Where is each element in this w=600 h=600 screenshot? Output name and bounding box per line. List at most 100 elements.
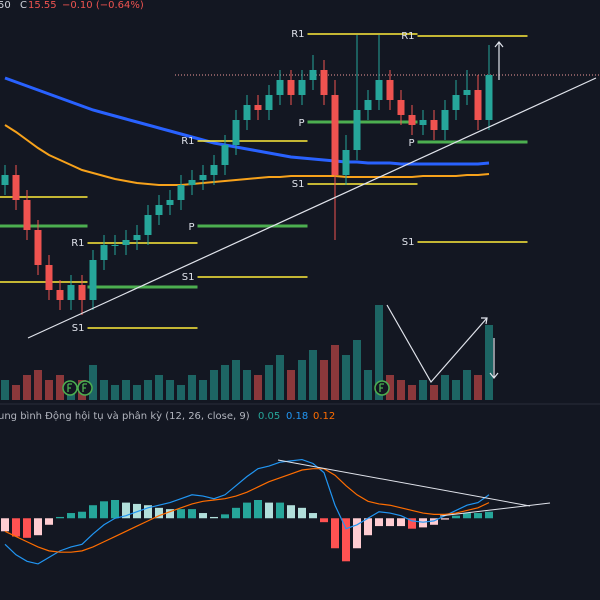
macd-histogram-bar [100,501,108,519]
candle-body [430,120,438,130]
volume-bar [34,370,42,400]
arrow-head [481,317,488,325]
volume-bar [353,340,361,400]
macd-trendline [277,459,531,507]
macd-histogram-bar [89,505,97,519]
candle-body [166,200,174,205]
macd-histogram-bar [1,518,9,532]
macd-histogram-bar [111,500,119,519]
macd-histogram-bar [419,518,427,528]
candle-body [386,80,394,100]
macd-histogram-bar [67,513,75,519]
candle-body [331,95,339,175]
macd-histogram-bar [375,518,383,527]
pivot-label: R1 [401,31,414,42]
volume-bar [375,305,383,400]
candle-body [89,260,97,300]
macd-trendline [439,502,551,517]
candle-body [78,285,86,300]
macd-histogram-bar [23,518,31,538]
candle-body [188,180,196,185]
candle-body [254,105,262,110]
macd-histogram-bar [199,513,207,519]
macd-signal-line [4,468,490,553]
volume-bar [221,365,229,400]
candle-body [210,165,218,175]
candle-body [155,205,163,215]
pivot-label: P [408,138,414,149]
candle-body [452,95,460,110]
macd-histogram-bar [430,518,438,525]
volume-bar [298,360,306,400]
moving-average [4,124,490,186]
candle-body [111,245,119,246]
candle-body [298,80,306,95]
candle-body [243,105,251,120]
macd-title: ung bình Động hội tụ và phân kỳ (12, 26,… [0,410,250,422]
volume-bar [122,380,130,400]
pivot-label: P [188,222,194,233]
arrow-down [489,338,499,379]
candle-body [265,95,273,110]
macd-histogram-bar [166,509,174,519]
volume-bar [210,370,218,400]
volume-bar [441,375,449,400]
macd-histogram-bar [353,518,361,549]
macd-histogram-bar [331,518,339,549]
volume-bar [45,380,53,400]
trendline [27,77,597,339]
macd-histogram-bar [210,516,218,519]
candle-body [1,175,9,185]
macd-histogram-bar [232,507,240,519]
volume-bar [243,370,251,400]
candle-body [397,100,405,115]
candle-body [177,185,185,200]
macd-histogram-bar [397,518,405,527]
volume-bar [265,365,273,400]
candle-body [144,215,152,235]
volume-bar [12,385,20,400]
candle-body [221,145,229,165]
macd-pane [1,458,493,565]
macd-histogram-bar [188,509,196,519]
volume-bar [342,355,350,400]
volume-bar [23,375,31,400]
candle-body [122,240,130,245]
macd-macd-line [4,458,490,565]
header-fragment: 50 [0,0,11,11]
macd-histogram-bar [221,514,229,519]
macd-histogram-bar [386,518,394,527]
macd-histogram-bar [276,502,284,519]
volume-bar [430,385,438,400]
volume-bar [408,385,416,400]
candle-body [320,70,328,95]
macd-histogram-bar [12,518,20,537]
volume-bar [309,350,317,400]
macd-legend-histogram: 0.05 [258,411,280,422]
arrow-path [386,304,488,384]
volume-bar [111,385,119,400]
volume-bar [485,325,493,400]
macd-histogram-bar [177,509,185,519]
candle-body [12,175,20,200]
macd-histogram-bar [463,513,471,519]
candle-body [45,265,53,290]
volume-bar [100,380,108,400]
pivot-label: S1 [402,237,415,248]
macd-legend-signal: 0.12 [313,411,335,422]
pivot-label: R1 [71,238,84,249]
macd-histogram-bar [408,518,416,529]
event-marker-letters [67,383,384,392]
candle-body [441,110,449,130]
macd-histogram-bar [452,515,460,519]
macd-histogram-bar [56,516,64,519]
volume-bar [463,370,471,400]
candle-body [353,110,361,150]
macd-histogram-bar [45,518,53,525]
candle-body [485,75,493,120]
volume-bar [199,380,207,400]
volume-bar [133,385,141,400]
volume-bar [331,345,339,400]
